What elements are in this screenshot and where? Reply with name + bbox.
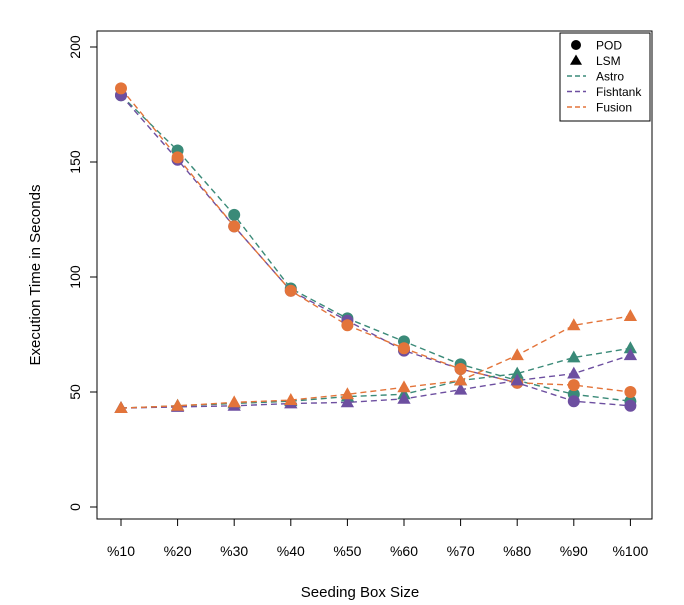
x-tick-label: %80 [503, 543, 531, 559]
data-point [340, 395, 355, 408]
y-axis-label: Execution Time in Seconds [27, 185, 44, 366]
legend-entry-label: Fusion [596, 101, 632, 115]
data-point [228, 208, 241, 221]
x-tick-label: %40 [277, 543, 305, 559]
series-markers [114, 82, 638, 413]
series-line [120, 94, 631, 402]
x-tick-label: %60 [390, 543, 418, 559]
legend-entry-label: Fishtank [596, 85, 642, 99]
x-axis: %10 %20 %30 %40 %50 %60 %70 %80 %90 %100 [107, 519, 649, 559]
data-point [453, 373, 468, 386]
series-line [120, 347, 631, 409]
data-point [623, 341, 638, 354]
data-point [284, 393, 298, 405]
x-tick-label: %90 [560, 543, 588, 559]
data-point [567, 350, 581, 363]
series-line [120, 87, 631, 393]
data-point [567, 366, 581, 379]
y-tick-label: 150 [67, 150, 83, 174]
data-point [567, 379, 580, 392]
data-point [624, 399, 637, 412]
x-tick-label: %70 [447, 543, 475, 559]
data-point [398, 342, 410, 355]
data-point [510, 366, 524, 379]
legend-triangle-icon [570, 54, 582, 65]
series-line [120, 315, 631, 409]
data-point [623, 309, 638, 321]
series-lines [120, 87, 631, 409]
x-tick-label: %50 [333, 543, 361, 559]
data-point [510, 373, 524, 386]
legend-entry-label: Astro [596, 70, 624, 84]
data-point [453, 382, 468, 395]
data-point [171, 151, 184, 164]
data-point [623, 348, 638, 361]
x-axis-label: Seeding Box Size [301, 584, 419, 601]
x-tick-label: %30 [220, 543, 248, 559]
data-point [114, 401, 128, 413]
series-line [120, 94, 631, 407]
data-point [341, 319, 354, 332]
data-point [228, 220, 241, 233]
data-point [567, 318, 581, 331]
y-tick-label: 0 [67, 503, 83, 511]
y-tick-label: 100 [67, 265, 83, 289]
data-point [170, 398, 185, 411]
data-point [284, 284, 297, 297]
legend-entry-label: LSM [596, 54, 621, 68]
y-axis: 0 50 100 150 200 [67, 35, 97, 511]
legend-entry-label: POD [596, 39, 622, 53]
data-point [115, 82, 127, 95]
legend-circle-icon [571, 40, 581, 50]
data-point [340, 387, 355, 400]
data-point [454, 363, 467, 375]
y-tick-label: 200 [67, 35, 83, 59]
data-point [397, 391, 411, 404]
plot-frame [96, 30, 653, 520]
x-tick-label: %10 [107, 543, 135, 559]
data-point [510, 348, 524, 361]
x-tick-label: %20 [164, 543, 192, 559]
x-tick-label: %100 [612, 543, 648, 559]
data-point [397, 380, 411, 393]
data-point [624, 386, 637, 398]
series-line [120, 354, 631, 409]
data-point [567, 395, 580, 408]
y-tick-label: 50 [67, 384, 83, 400]
data-point [227, 395, 241, 408]
